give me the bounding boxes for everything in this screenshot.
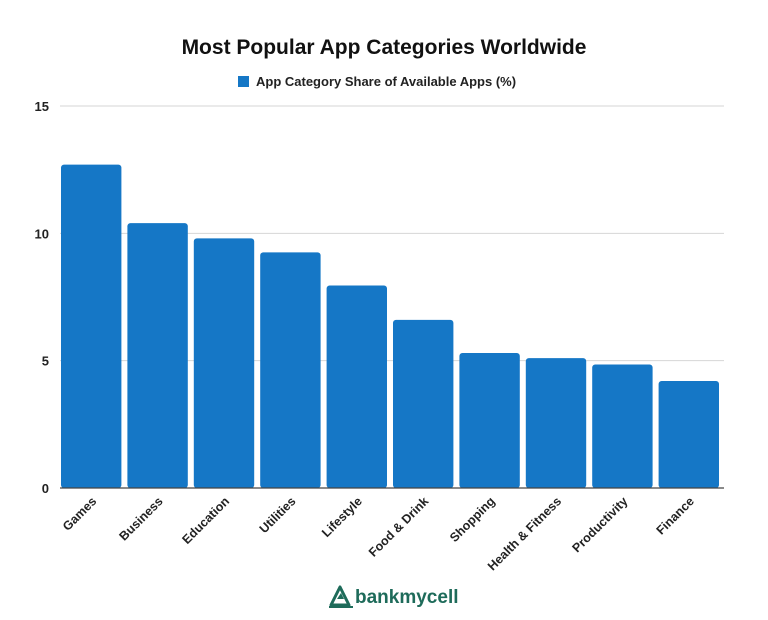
bankmycell-logo-icon [329,585,353,608]
x-tick-label: Finance [654,494,697,537]
chart-title: Most Popular App Categories Worldwide [182,36,587,59]
bar-shopping [459,353,520,488]
bar-utilities [260,252,321,488]
x-tick-label: Utilities [257,494,299,536]
bar-business [127,223,188,488]
x-tick-label: Health & Fitness [485,494,564,573]
bar-health-fitness [525,358,587,488]
bars [61,164,719,488]
bar-food-drink [393,319,454,488]
x-tick-label: Food & Drink [366,494,431,559]
bar-productivity [592,364,653,488]
bar-education [193,238,255,488]
bar-finance [658,381,719,488]
x-tick-label: Productivity [570,494,631,555]
bankmycell-logo: bankmycell [329,585,459,608]
x-axis-ticks: Games Business Education Utilities Lifestyle… [60,494,697,573]
legend-label: App Category Share of Available Apps (%) [256,74,516,89]
x-tick-label: Business [117,494,166,543]
x-tick-label: Games [60,494,99,533]
bar-games [61,164,122,488]
y-tick-label: 0 [42,481,49,496]
logo-text: bankmycell [355,587,459,608]
y-tick-label: 10 [35,226,49,241]
x-tick-label: Shopping [447,494,498,545]
y-tick-label: 5 [42,354,49,369]
y-tick-label: 15 [35,99,49,114]
y-axis-ticks: 0 5 10 15 [35,99,49,496]
bar-lifestyle [326,285,387,488]
legend-swatch [238,76,249,87]
legend: App Category Share of Available Apps (%) [238,74,516,89]
x-tick-label: Lifestyle [319,494,365,540]
x-tick-label: Education [179,494,232,547]
